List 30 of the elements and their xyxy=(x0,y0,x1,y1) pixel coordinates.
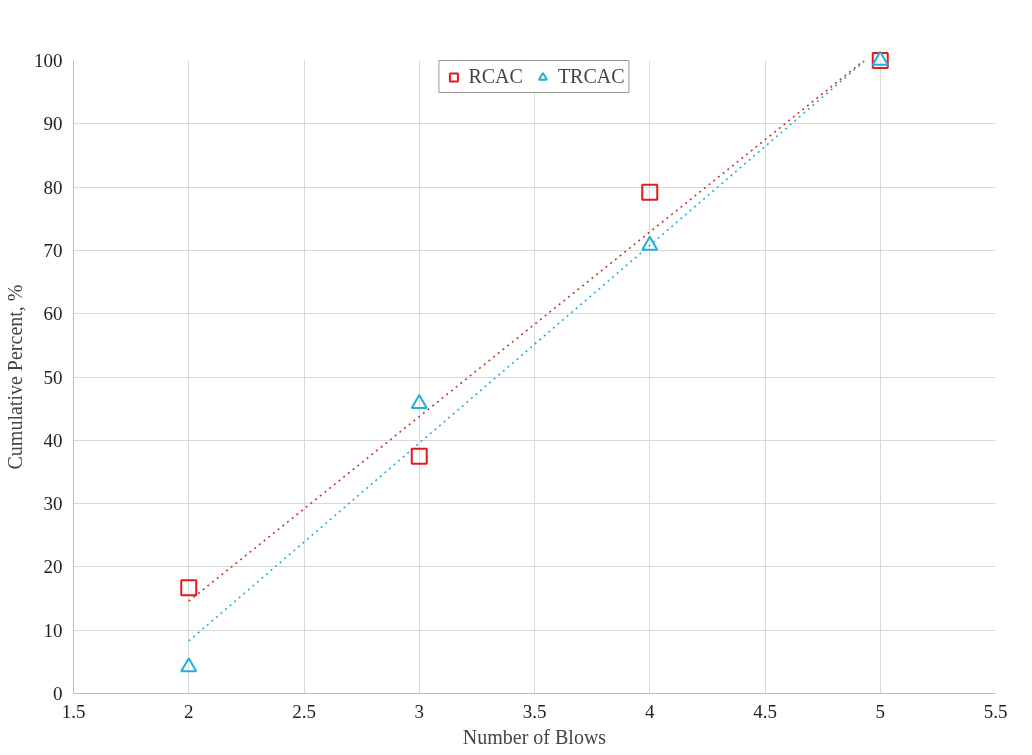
x-tick-label: 5 xyxy=(875,700,885,722)
legend-label: TRCAC xyxy=(557,65,625,88)
y-axis-title: Cumulative Percent, % xyxy=(4,284,26,470)
y-tick-label: 50 xyxy=(43,366,63,388)
point xyxy=(641,183,659,201)
y-tick-label: 80 xyxy=(43,176,63,198)
x-tick-label: 2.5 xyxy=(292,700,316,722)
y-tick-label: 0 xyxy=(53,683,63,704)
point xyxy=(410,447,428,465)
y-tick-label: 10 xyxy=(43,619,63,641)
x-tick-label: 3.5 xyxy=(522,700,547,722)
x-tick-label: 2 xyxy=(184,700,194,722)
point xyxy=(410,393,428,409)
y-tick-label: 90 xyxy=(43,113,63,135)
y-tick-label: 60 xyxy=(43,303,63,325)
x-tick-label: 4.5 xyxy=(753,700,777,722)
x-axis-title: Number of Blows xyxy=(462,725,607,748)
y-tick-label: 30 xyxy=(43,493,63,515)
x-tick-label: 3 xyxy=(414,700,424,722)
y-tick-label: 20 xyxy=(43,556,63,578)
x-tick-label: 4 xyxy=(645,700,655,722)
point xyxy=(180,657,198,673)
point xyxy=(180,579,198,597)
y-tick-label: 100 xyxy=(34,50,63,71)
x-tick-label: 5.5 xyxy=(983,700,1008,722)
legend-label: RCAC xyxy=(468,65,523,88)
y-tick-label: 40 xyxy=(43,429,63,451)
x-tick-label: 1.5 xyxy=(61,700,86,722)
point xyxy=(641,235,659,251)
y-tick-label: 70 xyxy=(43,239,63,261)
